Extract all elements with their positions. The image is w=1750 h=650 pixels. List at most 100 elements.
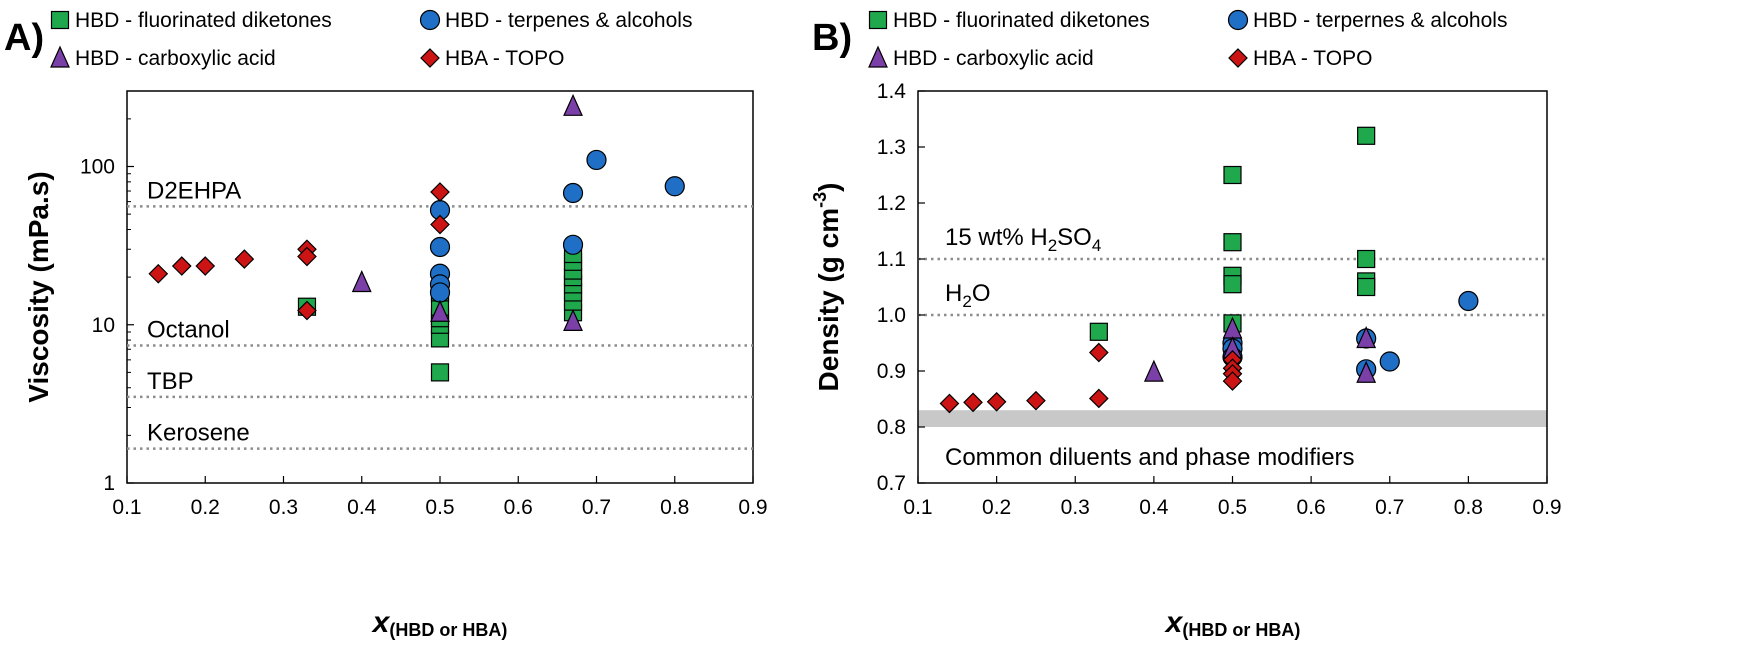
panel-b-x-axis-ticks: 0.1 0.2 0.3 0.4 0.5 0.6 0.7 0.8 0.9 — [903, 476, 1562, 519]
legend-label-terpenes: HBD - terpenes & alcohols — [445, 9, 692, 32]
reference-line-label: H2O — [945, 280, 990, 311]
data-point-fluorinated — [1357, 249, 1376, 269]
x-tick-label: 0.6 — [504, 496, 533, 519]
legend-marker-carboxylic — [50, 45, 70, 68]
data-point-carboxylic — [563, 308, 583, 331]
data-point-fluorinated — [1089, 322, 1108, 341]
data-point-topo — [939, 393, 960, 414]
legend-label-topo: HBA - TOPO — [1253, 47, 1372, 70]
x-tick-label: 0.6 — [1297, 496, 1326, 519]
data-point-carboxylic — [430, 299, 450, 322]
legend-marker-topo — [1228, 48, 1248, 68]
legend-marker-carboxylic — [868, 45, 888, 68]
data-point-terpenes — [562, 182, 584, 204]
y-tick-label: 0.8 — [877, 416, 906, 439]
x-tick-label: 0.4 — [1139, 496, 1169, 519]
x-tick-label: 0.9 — [1532, 496, 1561, 519]
y-tick-label: 1.3 — [877, 136, 906, 159]
y-tick-label: 1.2 — [877, 192, 906, 215]
ref-label-subscript: 2 — [1048, 236, 1057, 255]
y-tick-label: 100 — [80, 156, 115, 179]
data-point-fluorinated — [1357, 126, 1376, 145]
panel-a-x-axis-title-sub: (HBD or HBA) — [389, 620, 507, 640]
x-tick-label: 0.3 — [1061, 496, 1090, 519]
x-tick-label: 0.5 — [425, 496, 454, 519]
panel-b-x-axis-title: x(HBD or HBA) — [1164, 606, 1301, 640]
panel-b-diluent-band — [918, 410, 1547, 427]
legend-marker-fluorinated — [868, 10, 888, 30]
panel-b-data-points — [939, 126, 1479, 414]
panel-b-legend: HBD - fluorinated diketones HBD - terpern… — [868, 9, 1507, 70]
data-point-topo — [148, 263, 169, 284]
legend-label-fluorinated: HBD - fluorinated diketones — [893, 9, 1150, 32]
data-point-fluorinated — [1223, 275, 1242, 294]
legend-label-terpenes: HBD - terpernes & alcohols — [1253, 9, 1507, 32]
ref-label-subscript: 2 — [962, 292, 971, 311]
ref-label-part: O — [972, 280, 991, 307]
data-point-topo — [1222, 371, 1243, 391]
reference-line-label: D2EHPA — [147, 177, 241, 204]
data-point-terpenes — [429, 282, 451, 303]
panel-a-viscosity-chart: A) HBD - fluorinated diketones HBD - terp… — [4, 9, 768, 640]
data-point-topo — [963, 392, 983, 413]
ref-label-part: 15 wt% H — [945, 224, 1048, 251]
legend-label-carboxylic: HBD - carboxylic acid — [893, 47, 1094, 70]
data-point-topo — [430, 214, 450, 235]
x-tick-label: 0.4 — [347, 496, 377, 519]
x-tick-label: 0.1 — [112, 496, 141, 519]
y-tick-label: 10 — [92, 314, 115, 337]
panel-b-band-label: Common diluents and phase modifiers — [945, 444, 1355, 471]
ref-label-subscript: 4 — [1092, 236, 1101, 255]
x-tick-label: 0.9 — [738, 496, 767, 519]
panel-a-y-axis-title: Viscosity (mPa.s) — [23, 171, 54, 402]
data-point-carboxylic — [1356, 360, 1377, 383]
data-point-topo — [195, 256, 216, 276]
panel-a-x-axis-ticks: 0.1 0.2 0.3 0.4 0.5 0.6 0.7 0.8 0.9 — [112, 476, 768, 519]
panel-b-y-axis-title: Density (g cm-3) — [810, 183, 844, 392]
data-point-carboxylic — [1356, 326, 1377, 349]
data-point-fluorinated — [1357, 277, 1376, 297]
x-tick-label: 0.3 — [269, 496, 298, 519]
panel-b-y-axis-title-sup: -3 — [810, 192, 830, 208]
data-point-topo — [171, 256, 192, 276]
legend-label-fluorinated: HBD - fluorinated diketones — [75, 9, 332, 32]
panel-a-legend: HBD - fluorinated diketones HBD - terpene… — [50, 9, 692, 70]
data-point-topo — [234, 249, 255, 269]
data-point-terpenes — [562, 234, 584, 255]
legend-marker-terpenes — [1227, 9, 1249, 31]
reference-line-label: Kerosene — [147, 420, 250, 447]
data-point-carboxylic — [563, 93, 583, 116]
legend-label-topo: HBA - TOPO — [445, 47, 564, 70]
panel-a-x-axis-title-main: x — [371, 606, 391, 639]
ref-label-part: H — [945, 280, 962, 307]
reference-line-label: Octanol — [147, 316, 230, 343]
x-tick-label: 0.8 — [1454, 496, 1483, 519]
data-point-fluorinated — [1223, 165, 1242, 185]
data-point-topo — [1088, 388, 1109, 409]
y-tick-label: 1.4 — [877, 80, 907, 103]
reference-line-label: 15 wt% H2SO4 — [945, 224, 1101, 255]
y-tick-label: 0.9 — [877, 360, 906, 383]
data-point-topo — [1026, 390, 1046, 411]
panel-a-data-points — [148, 93, 685, 382]
data-point-carboxylic — [1143, 359, 1164, 382]
panel-a-label: A) — [4, 17, 44, 59]
data-point-terpenes — [586, 149, 607, 171]
data-point-terpenes — [1379, 351, 1400, 372]
x-tick-label: 0.8 — [660, 496, 689, 519]
x-tick-label: 0.1 — [903, 496, 932, 519]
data-point-fluorinated — [430, 363, 450, 382]
legend-label-carboxylic: HBD - carboxylic acid — [75, 47, 276, 70]
panel-b-y-axis-title-main: Density (g cm — [813, 208, 844, 392]
panel-a-y-axis-ticks: 1 10 100 — [80, 90, 134, 495]
data-point-topo — [430, 182, 450, 202]
x-tick-label: 0.7 — [1375, 496, 1404, 519]
data-point-topo — [297, 246, 317, 267]
panel-a-x-axis-title: x(HBD or HBA) — [371, 606, 508, 640]
panel-a-reference-lines: D2EHPA Octanol TBP Kerosene — [127, 177, 753, 450]
data-point-terpenes — [664, 176, 685, 197]
y-tick-label: 1 — [103, 472, 115, 495]
data-point-carboxylic — [351, 270, 372, 293]
data-point-terpenes — [1458, 290, 1479, 312]
